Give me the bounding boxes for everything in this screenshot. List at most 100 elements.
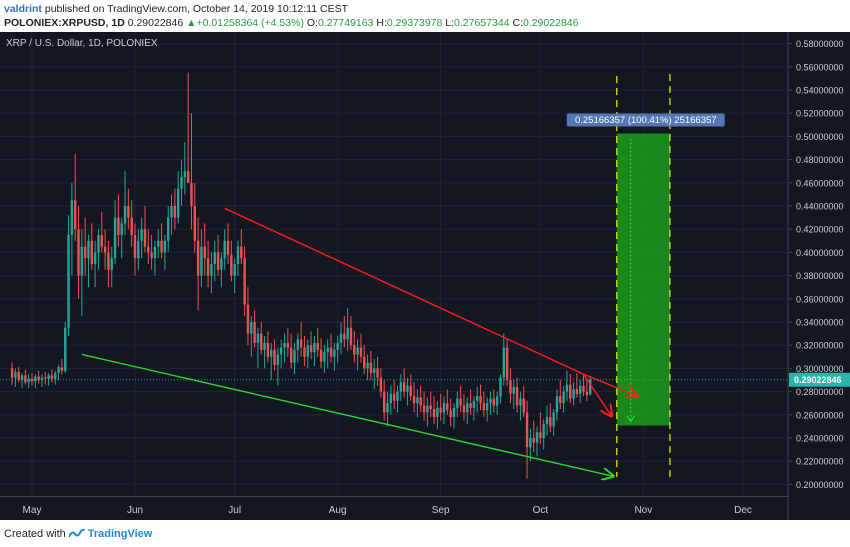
candle-body [316, 342, 319, 350]
candle-body [50, 375, 54, 379]
candle-body [366, 362, 369, 369]
candle-body [542, 424, 545, 438]
candle-body [137, 240, 140, 259]
price-change: +0.01258364 (+4.53%) [196, 17, 304, 29]
candle-body [333, 349, 336, 357]
candle-body [502, 347, 506, 378]
candle-body [479, 396, 482, 404]
candle-body [505, 347, 509, 380]
candle-body [382, 391, 386, 413]
candle-body [512, 386, 515, 394]
candle-body [97, 235, 100, 253]
candle-body [462, 405, 466, 413]
price-tick-label: 0.56000000 [796, 62, 844, 72]
up-arrow-icon: ▲ [186, 17, 197, 29]
candle-body [90, 240, 94, 264]
candle-body [499, 377, 502, 397]
candle-body [389, 393, 393, 404]
time-tick-label: Dec [734, 505, 752, 516]
time-tick-label: Oct [533, 505, 549, 516]
candle-body [565, 384, 569, 392]
candle-body [153, 246, 157, 259]
breakdown-arrow [582, 373, 612, 416]
candle-body [246, 304, 250, 334]
candle-body [522, 398, 525, 413]
price-tick-label: 0.22000000 [796, 457, 844, 467]
candle-body [273, 349, 276, 365]
candle-body [552, 412, 555, 427]
candle-body [386, 403, 389, 413]
tradingview-brand[interactable]: TradingView [87, 528, 153, 540]
price-tick-label: 0.44000000 [796, 202, 844, 212]
candle-body [356, 347, 359, 355]
candle-body [80, 246, 84, 276]
symbol-info: POLONIEX:XRPUSD, 1D 0.29022846 ▲+0.01258… [4, 17, 578, 29]
time-tick-label: Nov [634, 505, 652, 516]
price-chart[interactable]: 0.58000000 0.56000000 0.54000000 0.52000000… [0, 32, 850, 520]
high-value: 0.29373978 [386, 17, 443, 29]
price-tick-label: 0.52000000 [796, 109, 844, 119]
candle-body [60, 367, 64, 371]
price-tick-label: 0.32000000 [796, 341, 844, 351]
high-label: H: [376, 17, 387, 29]
candle-body [289, 347, 293, 363]
candle-body [436, 407, 439, 418]
candle-body [492, 398, 496, 406]
candle-body [103, 246, 107, 253]
candle-body [409, 385, 412, 397]
candle-body [213, 252, 216, 264]
price-tick-label: 0.26000000 [796, 410, 844, 420]
candle-body [73, 200, 77, 230]
candle-body [412, 396, 416, 404]
resistance-trendline [224, 207, 584, 375]
candle-body [449, 410, 452, 418]
created-with-text: Created with [4, 528, 66, 540]
candle-body [200, 246, 203, 276]
candle-body [579, 385, 582, 394]
candle-body [572, 389, 575, 399]
candle-body [585, 391, 589, 396]
candle-body [176, 188, 180, 218]
price-tick-label: 0.28000000 [796, 387, 844, 397]
candle-body [489, 398, 492, 404]
candle-body [130, 217, 133, 235]
candle-body [569, 384, 572, 399]
candle-body [123, 206, 127, 224]
candle-body [70, 200, 74, 235]
candles [10, 72, 592, 479]
candle-body [206, 258, 210, 276]
open-value: 0.27749163 [317, 17, 374, 29]
candle-body [230, 254, 233, 276]
time-tick-label: Jul [228, 505, 241, 516]
candle-body [293, 349, 296, 363]
symbol-label: POLONIEX:XRPUSD, 1D [4, 17, 125, 29]
candle-body [226, 240, 230, 255]
published-text: published on TradingView.com, October 14… [41, 3, 348, 15]
candle-body [466, 403, 469, 413]
candle-body [140, 229, 143, 241]
price-axis [788, 32, 850, 520]
candle-body [196, 240, 200, 276]
support-trendline [81, 353, 614, 476]
candle-body [67, 235, 70, 328]
candle-body [549, 417, 552, 427]
author-name[interactable]: valdrint [4, 3, 42, 15]
candle-body [77, 229, 80, 276]
time-tick-label: Aug [329, 505, 347, 516]
candle-body [17, 371, 20, 380]
price-tick-label: 0.34000000 [796, 318, 844, 328]
candle-body [519, 398, 522, 406]
candle-body [509, 380, 512, 394]
candle-body [336, 342, 339, 350]
candle-body [379, 377, 383, 392]
candle-body [422, 405, 426, 413]
candle-body [392, 393, 396, 401]
candle-body [485, 403, 489, 411]
last-price-tag-label: 0.29022846 [794, 375, 842, 385]
candle-body [163, 240, 167, 253]
measure-arrowhead [626, 415, 636, 423]
candle-body [309, 345, 313, 353]
price-scale: 0.58000000 0.56000000 0.54000000 0.52000000… [788, 39, 844, 490]
price-tick-label: 0.30000000 [796, 364, 844, 374]
candle-body [353, 345, 356, 355]
